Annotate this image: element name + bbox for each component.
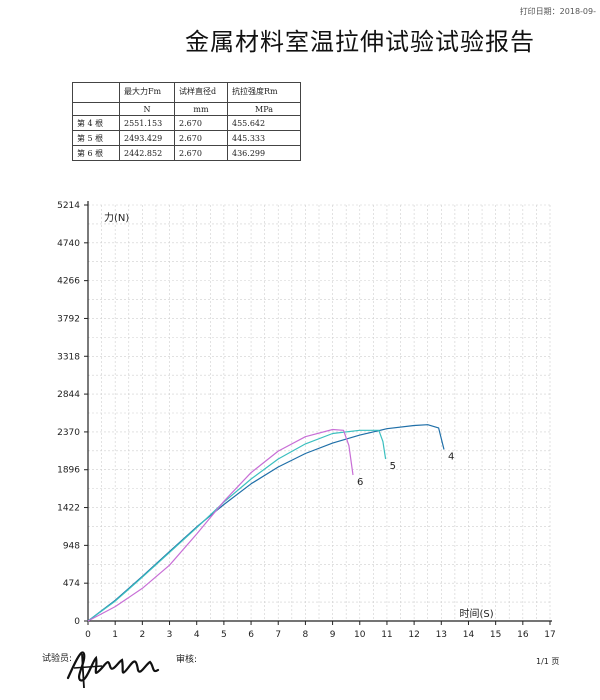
print-date: 打印日期：2018-09- [519, 7, 596, 16]
tester-signature [66, 651, 160, 689]
results-table: 最大力Fm 试样直径d 抗拉强度Rm N mm MPa 第 4 根 2551.1… [72, 82, 301, 161]
x-tick-label: 14 [463, 630, 475, 640]
table-row: 第 6 根 2442.852 2.670 436.299 [72, 145, 301, 161]
x-tick-label: 13 [436, 630, 447, 640]
x-tick-label: 6 [248, 630, 254, 640]
y-tick-label: 4740 [57, 239, 80, 249]
x-tick-label: 4 [194, 630, 200, 640]
y-tick-label: 0 [74, 617, 80, 627]
y-tick-label: 3792 [57, 314, 80, 324]
report-title: 金属材料室温拉伸试验试验报告 [185, 28, 535, 56]
y-tick-label: 3318 [57, 352, 80, 362]
y-tick-label: 948 [63, 541, 80, 551]
x-tick-label: 9 [330, 630, 336, 640]
x-tick-label: 2 [139, 630, 145, 640]
series-end-label-4: 4 [448, 451, 454, 462]
y-tick-label: 1896 [57, 466, 80, 476]
x-tick-label: 16 [517, 630, 529, 640]
series-line-6 [87, 428, 354, 622]
table-units-row: N mm MPa [72, 102, 301, 116]
x-tick-label: 5 [221, 630, 227, 640]
series-line-5 [87, 429, 387, 622]
y-tick-label: 2370 [57, 428, 80, 438]
x-tick-label: 1 [112, 630, 118, 640]
y-tick-label: 474 [63, 579, 80, 589]
y-tick-label: 5214 [57, 201, 80, 211]
page-number: 1/1 页 [536, 657, 560, 666]
x-axis-title: 时间(S) [460, 607, 494, 620]
x-tick-label: 10 [354, 630, 366, 640]
y-axis-title: 力(N) [104, 211, 129, 224]
series-end-label-6: 6 [357, 477, 363, 488]
x-tick-label: 12 [408, 630, 419, 640]
y-tick-label: 2844 [57, 390, 80, 400]
x-tick-label: 15 [490, 630, 501, 640]
table-cell: 436.299 [227, 145, 301, 161]
x-tick-label: 8 [303, 630, 309, 640]
x-tick-label: 11 [381, 630, 392, 640]
series-end-label-5: 5 [390, 461, 396, 472]
x-tick-label: 17 [544, 630, 555, 640]
x-tick-label: 7 [275, 630, 281, 640]
x-tick-label: 0 [85, 630, 91, 640]
tester-label: 试验员: [42, 654, 73, 664]
reviewer-label: 审核: [176, 655, 198, 665]
y-tick-label: 1422 [57, 504, 80, 514]
y-tick-label: 4266 [57, 277, 80, 287]
x-tick-label: 3 [167, 630, 173, 640]
